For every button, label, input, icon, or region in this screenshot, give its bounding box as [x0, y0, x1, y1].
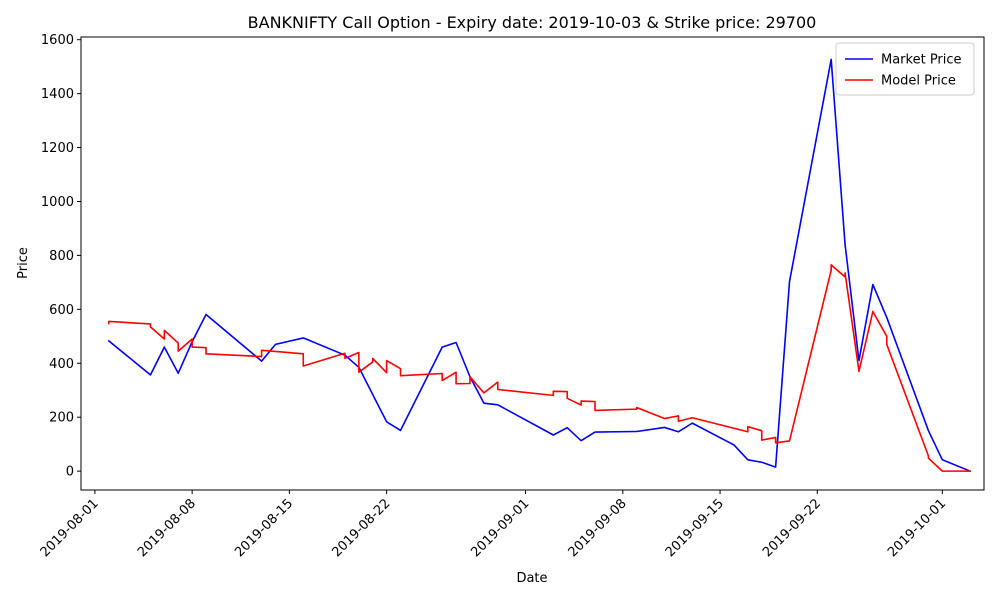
y-tick-label: 1400: [41, 87, 74, 102]
x-tick-label: 2019-08-15: [232, 496, 296, 560]
y-axis: 0 200 400 600 800 1000 1200 1400 1600: [41, 33, 81, 480]
y-tick-label: 600: [49, 303, 74, 318]
series-line-model-price: [107, 264, 971, 472]
y-tick-label: 1600: [41, 33, 74, 48]
y-tick-label: 200: [49, 411, 74, 426]
x-tick-label: 2019-09-22: [760, 496, 824, 560]
y-tick-label: 0: [66, 465, 74, 480]
y-tick-label: 800: [49, 249, 74, 264]
plot-frame: [80, 36, 985, 491]
x-tick-label: 2019-08-22: [329, 496, 393, 560]
x-axis: 2019-08-01 2019-08-08 2019-08-15 2019-08-22…: [38, 490, 949, 560]
chart-title: BANKNIFTY Call Option - Expiry date: 201…: [248, 13, 817, 32]
series-line-market-price: [107, 58, 972, 473]
x-tick-label: 2019-09-08: [566, 496, 630, 560]
series-layer: [107, 58, 972, 473]
x-tick-label: 2019-10-01: [885, 496, 949, 560]
y-axis-label: Price: [16, 247, 31, 279]
y-tick-label: 400: [49, 357, 74, 372]
legend-entry: Market Price: [881, 53, 962, 68]
x-axis-label: Date: [516, 571, 547, 586]
x-tick-label: 2019-09-15: [663, 496, 727, 560]
legend-entry: Model Price: [881, 74, 956, 89]
x-tick-label: 2019-08-08: [135, 496, 199, 560]
y-tick-label: 1000: [41, 195, 74, 210]
x-tick-label: 2019-08-01: [38, 496, 102, 560]
x-tick-label: 2019-09-01: [468, 496, 532, 560]
y-tick-label: 1200: [41, 141, 74, 156]
legend-box: [835, 42, 975, 96]
legend: Market Price Model Price: [835, 42, 975, 96]
